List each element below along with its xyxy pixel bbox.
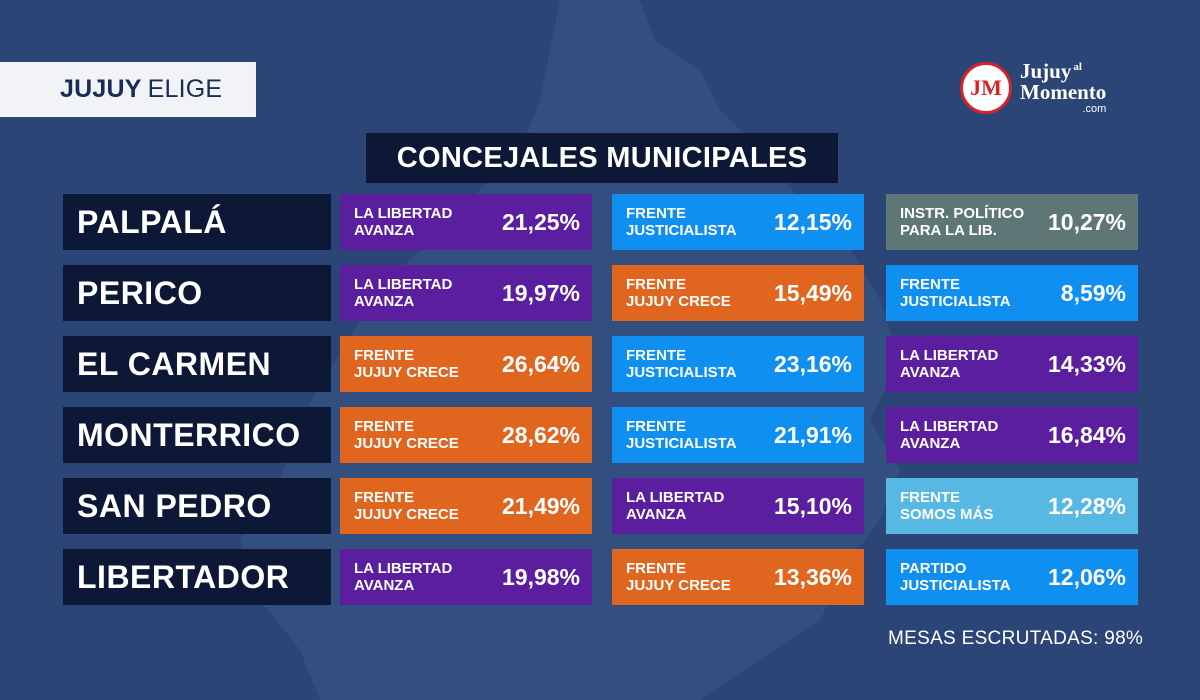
party-result-cell: FRENTE JUSTICIALISTA 21,91% <box>612 407 864 463</box>
party-percentage: 21,25% <box>501 208 580 235</box>
city-name: LIBERTADOR <box>63 549 331 605</box>
party-percentage: 21,91% <box>773 421 852 448</box>
party-result-cell: FRENTE JUSTICIALISTA 8,59% <box>886 265 1138 321</box>
party-result-cell: LA LIBERTAD AVANZA 21,25% <box>340 194 592 250</box>
party-name: LA LIBERTAD AVANZA <box>354 560 453 594</box>
party-name: FRENTE SOMOS MÁS <box>900 489 994 523</box>
party-percentage: 23,16% <box>773 350 852 377</box>
logo-initials: JM <box>970 75 1002 100</box>
brand-bold-text: JUJUY <box>60 75 142 103</box>
result-row: PALPALÁ LA LIBERTAD AVANZA 21,25% FRENTE JU… <box>63 194 1143 250</box>
brand-light-text: ELIGE <box>147 75 223 103</box>
party-result-cell: LA LIBERTAD AVANZA 19,97% <box>340 265 592 321</box>
party-percentage: 15,10% <box>773 492 852 519</box>
party-name: FRENTE JUJUY CRECE <box>354 418 459 452</box>
party-percentage: 26,64% <box>501 350 580 377</box>
result-row: SAN PEDRO FRENTE JUJUY CRECE 21,49% LA LIBE… <box>63 478 1143 534</box>
party-result-cell: FRENTE JUJUY CRECE 21,49% <box>340 478 592 534</box>
city-name: PALPALÁ <box>63 194 331 250</box>
party-percentage: 14,33% <box>1047 350 1126 377</box>
logo-line1-small: al <box>1073 61 1082 73</box>
logo-words: Jujuy al Momento .com <box>1020 61 1106 115</box>
result-row: EL CARMEN FRENTE JUJUY CRECE 26,64% FRENTE … <box>63 336 1143 392</box>
party-percentage: 10,27% <box>1047 208 1126 235</box>
party-percentage: 21,49% <box>501 492 580 519</box>
party-name: FRENTE JUSTICIALISTA <box>626 205 737 239</box>
party-percentage: 19,98% <box>501 563 580 590</box>
party-percentage: 13,36% <box>773 563 852 590</box>
jujuy-al-momento-logo: JM Jujuy al Momento .com <box>960 58 1140 118</box>
party-result-cell: FRENTE JUJUY CRECE 15,49% <box>612 265 864 321</box>
logo-line3: .com <box>1082 103 1107 115</box>
party-name: FRENTE JUJUY CRECE <box>354 347 459 381</box>
party-percentage: 12,06% <box>1047 563 1126 590</box>
logo-circle-icon: JM <box>960 62 1012 114</box>
party-result-cell: FRENTE SOMOS MÁS 12,28% <box>886 478 1138 534</box>
result-row: PERICO LA LIBERTAD AVANZA 19,97% FRENTE JUJ… <box>63 265 1143 321</box>
party-percentage: 8,59% <box>1060 279 1126 306</box>
party-result-cell: PARTIDO JUSTICIALISTA 12,06% <box>886 549 1138 605</box>
party-percentage: 15,49% <box>773 279 852 306</box>
party-name: FRENTE JUJUY CRECE <box>626 276 731 310</box>
party-name: FRENTE JUJUY CRECE <box>626 560 731 594</box>
logo-line2: Momento <box>1020 80 1107 104</box>
party-result-cell: LA LIBERTAD AVANZA 19,98% <box>340 549 592 605</box>
page-title: CONCEJALES MUNICIPALES <box>366 133 838 183</box>
party-result-cell: INSTR. POLÍTICO PARA LA LIB. 10,27% <box>886 194 1138 250</box>
jujuy-elige-badge: JUJUY ELIGE <box>0 62 256 117</box>
city-name: MONTERRICO <box>63 407 331 463</box>
party-result-cell: FRENTE JUJUY CRECE 13,36% <box>612 549 864 605</box>
party-result-cell: LA LIBERTAD AVANZA 15,10% <box>612 478 864 534</box>
mesas-escrutadas-label: MESAS ESCRUTADAS: 98% <box>888 628 1144 649</box>
party-name: LA LIBERTAD AVANZA <box>354 205 453 239</box>
party-percentage: 19,97% <box>501 279 580 306</box>
party-name: PARTIDO JUSTICIALISTA <box>900 560 1011 594</box>
party-name: LA LIBERTAD AVANZA <box>900 418 999 452</box>
party-name: FRENTE JUJUY CRECE <box>354 489 459 523</box>
party-percentage: 16,84% <box>1047 421 1126 448</box>
party-name: LA LIBERTAD AVANZA <box>626 489 725 523</box>
party-name: FRENTE JUSTICIALISTA <box>900 276 1011 310</box>
party-name: LA LIBERTAD AVANZA <box>900 347 999 381</box>
party-percentage: 28,62% <box>501 421 580 448</box>
party-result-cell: FRENTE JUSTICIALISTA 23,16% <box>612 336 864 392</box>
city-name: SAN PEDRO <box>63 478 331 534</box>
result-row: LIBERTADOR LA LIBERTAD AVANZA 19,98% FRENTE… <box>63 549 1143 605</box>
party-result-cell: LA LIBERTAD AVANZA 14,33% <box>886 336 1138 392</box>
city-name: EL CARMEN <box>63 336 331 392</box>
party-name: FRENTE JUSTICIALISTA <box>626 418 737 452</box>
party-result-cell: FRENTE JUSTICIALISTA 12,15% <box>612 194 864 250</box>
party-result-cell: FRENTE JUJUY CRECE 26,64% <box>340 336 592 392</box>
party-percentage: 12,15% <box>773 208 852 235</box>
party-name: FRENTE JUSTICIALISTA <box>626 347 737 381</box>
party-result-cell: LA LIBERTAD AVANZA 16,84% <box>886 407 1138 463</box>
logo-line1: Jujuy <box>1020 59 1072 83</box>
city-name: PERICO <box>63 265 331 321</box>
party-result-cell: FRENTE JUJUY CRECE 28,62% <box>340 407 592 463</box>
party-name: LA LIBERTAD AVANZA <box>354 276 453 310</box>
party-percentage: 12,28% <box>1047 492 1126 519</box>
party-name: INSTR. POLÍTICO PARA LA LIB. <box>900 205 1025 239</box>
result-row: MONTERRICO FRENTE JUJUY CRECE 28,62% FRENTE… <box>63 407 1143 463</box>
